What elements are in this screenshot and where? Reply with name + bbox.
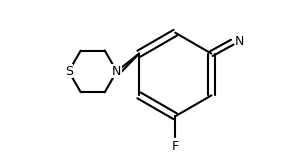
Text: F: F	[172, 140, 179, 153]
Text: N: N	[234, 35, 244, 48]
Text: N: N	[112, 65, 121, 78]
Text: S: S	[65, 65, 73, 78]
